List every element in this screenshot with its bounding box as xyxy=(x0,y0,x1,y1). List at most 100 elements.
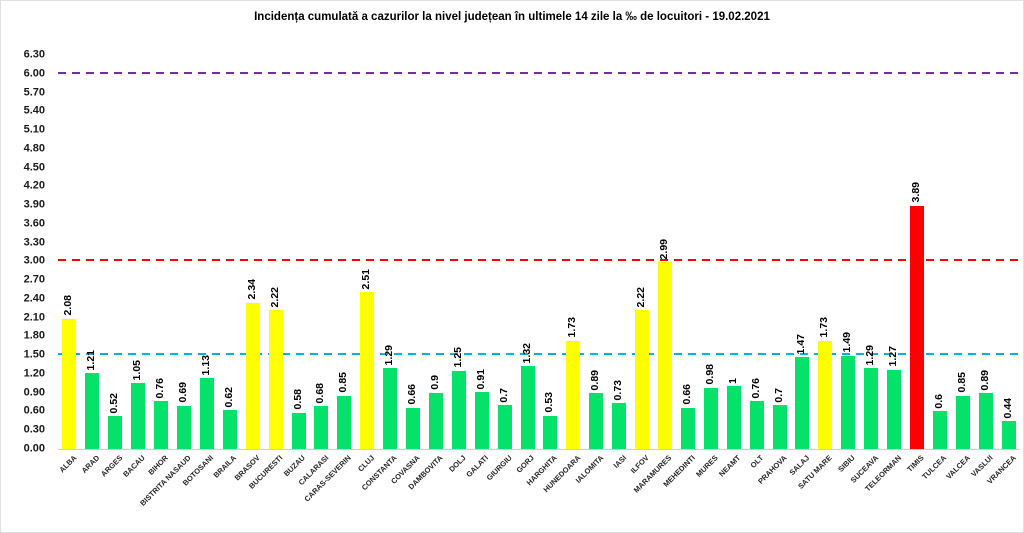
bar-teleorman xyxy=(887,369,902,449)
bar-value-label: 1.29 xyxy=(864,344,877,366)
bar-maramures xyxy=(658,262,673,449)
y-axis-tick-label: 3.30 xyxy=(23,236,45,249)
y-axis-tick-label: 5.40 xyxy=(23,104,45,117)
bar-value-label: 1.49 xyxy=(841,332,854,353)
x-axis-category-label: SIBIU xyxy=(836,453,857,474)
bar-value-label: 1.25 xyxy=(452,347,465,368)
plot-area: 2.08 ALBA 1.21 ARAD 0.52 ARGES 1.05 BACAU 0.76 BI… xyxy=(57,55,1020,508)
chart-title: Incidența cumulată a cazurilor la nivel … xyxy=(254,11,770,23)
bar-value-label: 0.44 xyxy=(1001,398,1014,419)
y-axis-tick-label: 5.10 xyxy=(23,123,45,136)
bar-column: 1.25 DOLJ xyxy=(447,55,470,473)
bar-column: 0.66 MEHEDINTI xyxy=(661,55,699,489)
bar-column: 0.7 PRAHOVA xyxy=(756,55,791,486)
bar-vaslui xyxy=(978,393,993,449)
x-axis-category-label: ARGES xyxy=(98,453,124,479)
y-axis-tick-label: 3.00 xyxy=(23,254,45,267)
bar-column: 2.51 CLUJ xyxy=(356,55,379,474)
bar-dolj xyxy=(451,370,466,449)
y-axis-tick-label: 4.80 xyxy=(23,142,45,155)
bar-column: 0.73 IASI xyxy=(608,55,631,470)
bar-column: 1 NEAMT xyxy=(717,55,745,479)
bar-timis xyxy=(909,205,924,449)
bar-value-label: 1.21 xyxy=(85,349,98,371)
bar-column: 2.08 ALBA xyxy=(57,55,81,474)
bar-value-label: 2.22 xyxy=(635,286,648,308)
bar-value-label: 0.89 xyxy=(589,369,602,391)
bar-value-label: 2.51 xyxy=(360,268,373,290)
bar-column: 1.73 SATU MARE xyxy=(797,55,837,490)
bar-hunedoara xyxy=(566,340,581,449)
x-axis-category-label: DOLJ xyxy=(446,453,468,474)
bar-value-label: 3.89 xyxy=(910,182,923,203)
bar-value-label: 1.29 xyxy=(383,344,396,366)
y-axis-tick-label: 5.70 xyxy=(23,86,45,99)
bar-column: 1.29 CONSTANTA xyxy=(360,55,402,492)
bar-covasna xyxy=(406,407,421,449)
x-axis-category-label: MURES xyxy=(693,453,720,479)
bar-arges xyxy=(108,416,123,449)
bar-calarasi xyxy=(314,406,329,449)
bar-value-label: 2.08 xyxy=(62,295,75,316)
bar-bacau xyxy=(131,383,146,449)
bar-value-label: 0.9 xyxy=(429,375,442,390)
bar-value-label: 1.32 xyxy=(520,343,533,364)
bar-value-label: 0.66 xyxy=(406,384,419,405)
bar-value-label: 0.69 xyxy=(177,382,190,403)
y-axis-tick-label: 2.70 xyxy=(23,273,45,286)
bar-value-label: 0.73 xyxy=(612,379,625,401)
bar-column: 0.76 OLT xyxy=(745,55,768,470)
bar-braila xyxy=(222,410,237,449)
bar-olt xyxy=(749,401,764,449)
bar-value-label: 0.98 xyxy=(704,364,717,385)
bar-alba xyxy=(62,318,77,449)
bar-value-label: 1.73 xyxy=(818,317,831,338)
bar-value-label: 2.22 xyxy=(268,286,281,308)
bar-column: 1.27 TELEORMAN xyxy=(863,55,906,493)
bar-column: 0.85 CARAS-SEVERIN xyxy=(303,55,356,503)
x-axis-category-label: CLUJ xyxy=(355,453,376,474)
y-axis-tick-label: 0.00 xyxy=(23,442,45,455)
bar-column: 0.66 COVASNA xyxy=(389,55,425,485)
bar-vrancea xyxy=(1001,421,1016,449)
bar-value-label: 0.85 xyxy=(956,372,969,393)
bar-column: 1.47 SALAJ xyxy=(787,55,814,477)
bar-caras-severin xyxy=(337,395,352,449)
bar-column: 0.7 GIURGIU xyxy=(484,55,516,483)
bar-column: 1.05 BACAU xyxy=(121,55,150,479)
bar-column: 2.22 BUCURESTI xyxy=(247,55,287,491)
bar-cluj xyxy=(360,292,375,449)
bar-harghita xyxy=(543,415,558,449)
x-axis-category-label: OLT xyxy=(748,453,766,470)
bar-neamt xyxy=(726,386,741,449)
bar-mures xyxy=(703,387,718,449)
bar-value-label: 1.13 xyxy=(200,354,213,376)
bar-column: 1.29 SUCEAVA xyxy=(848,55,883,485)
bar-column: 0.98 MURES xyxy=(694,55,722,479)
bar-bistrita-nasaud xyxy=(176,405,191,449)
bar-arad xyxy=(85,373,100,449)
x-axis-category-label: TIMIS xyxy=(905,453,926,474)
bar-value-label: 2.34 xyxy=(245,279,258,300)
bar-gorj xyxy=(520,366,535,449)
bar-column: 0.89 VASLUI xyxy=(969,55,997,479)
bar-value-label: 1 xyxy=(726,377,739,384)
y-axis-tick-label: 2.40 xyxy=(23,292,45,305)
bar-dambovita xyxy=(428,392,443,449)
bar-value-label: 1.47 xyxy=(795,333,808,355)
threshold-purple-line-6.00 xyxy=(58,71,1020,74)
bar-value-label: 0.7 xyxy=(772,387,785,403)
threshold-blue-line-1.50 xyxy=(58,353,1020,356)
bar-value-label: 0.68 xyxy=(314,383,327,404)
bar-column: 0.85 VALCEA xyxy=(944,55,974,481)
bars-container: 2.08 ALBA 1.21 ARAD 0.52 ARGES 1.05 BACAU 0.76 BI… xyxy=(57,55,1020,507)
bar-value-label: 0.76 xyxy=(749,378,762,399)
bar-buzau xyxy=(291,412,306,449)
y-axis-tick-label: 3.60 xyxy=(23,217,45,230)
bar-ialomita xyxy=(589,393,604,449)
bar-valcea xyxy=(955,395,970,449)
y-axis-tick-label: 1.20 xyxy=(23,367,45,380)
bar-value-label: 0.85 xyxy=(337,372,350,393)
bar-constanta xyxy=(383,368,398,449)
